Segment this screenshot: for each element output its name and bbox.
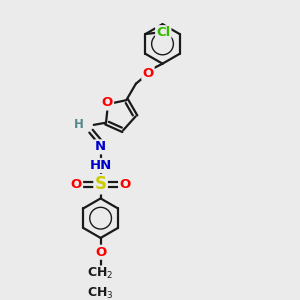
- Text: O: O: [102, 97, 113, 110]
- Text: CH$_3$: CH$_3$: [87, 286, 114, 300]
- Text: H: H: [74, 118, 84, 131]
- Text: O: O: [142, 67, 154, 80]
- Text: O: O: [95, 246, 106, 259]
- Text: Cl: Cl: [156, 26, 170, 39]
- Text: CH$_2$: CH$_2$: [87, 266, 114, 281]
- Text: HN: HN: [89, 159, 112, 172]
- Text: N: N: [95, 140, 106, 153]
- Text: O: O: [71, 178, 82, 191]
- Text: S: S: [94, 175, 106, 193]
- Text: O: O: [119, 178, 130, 191]
